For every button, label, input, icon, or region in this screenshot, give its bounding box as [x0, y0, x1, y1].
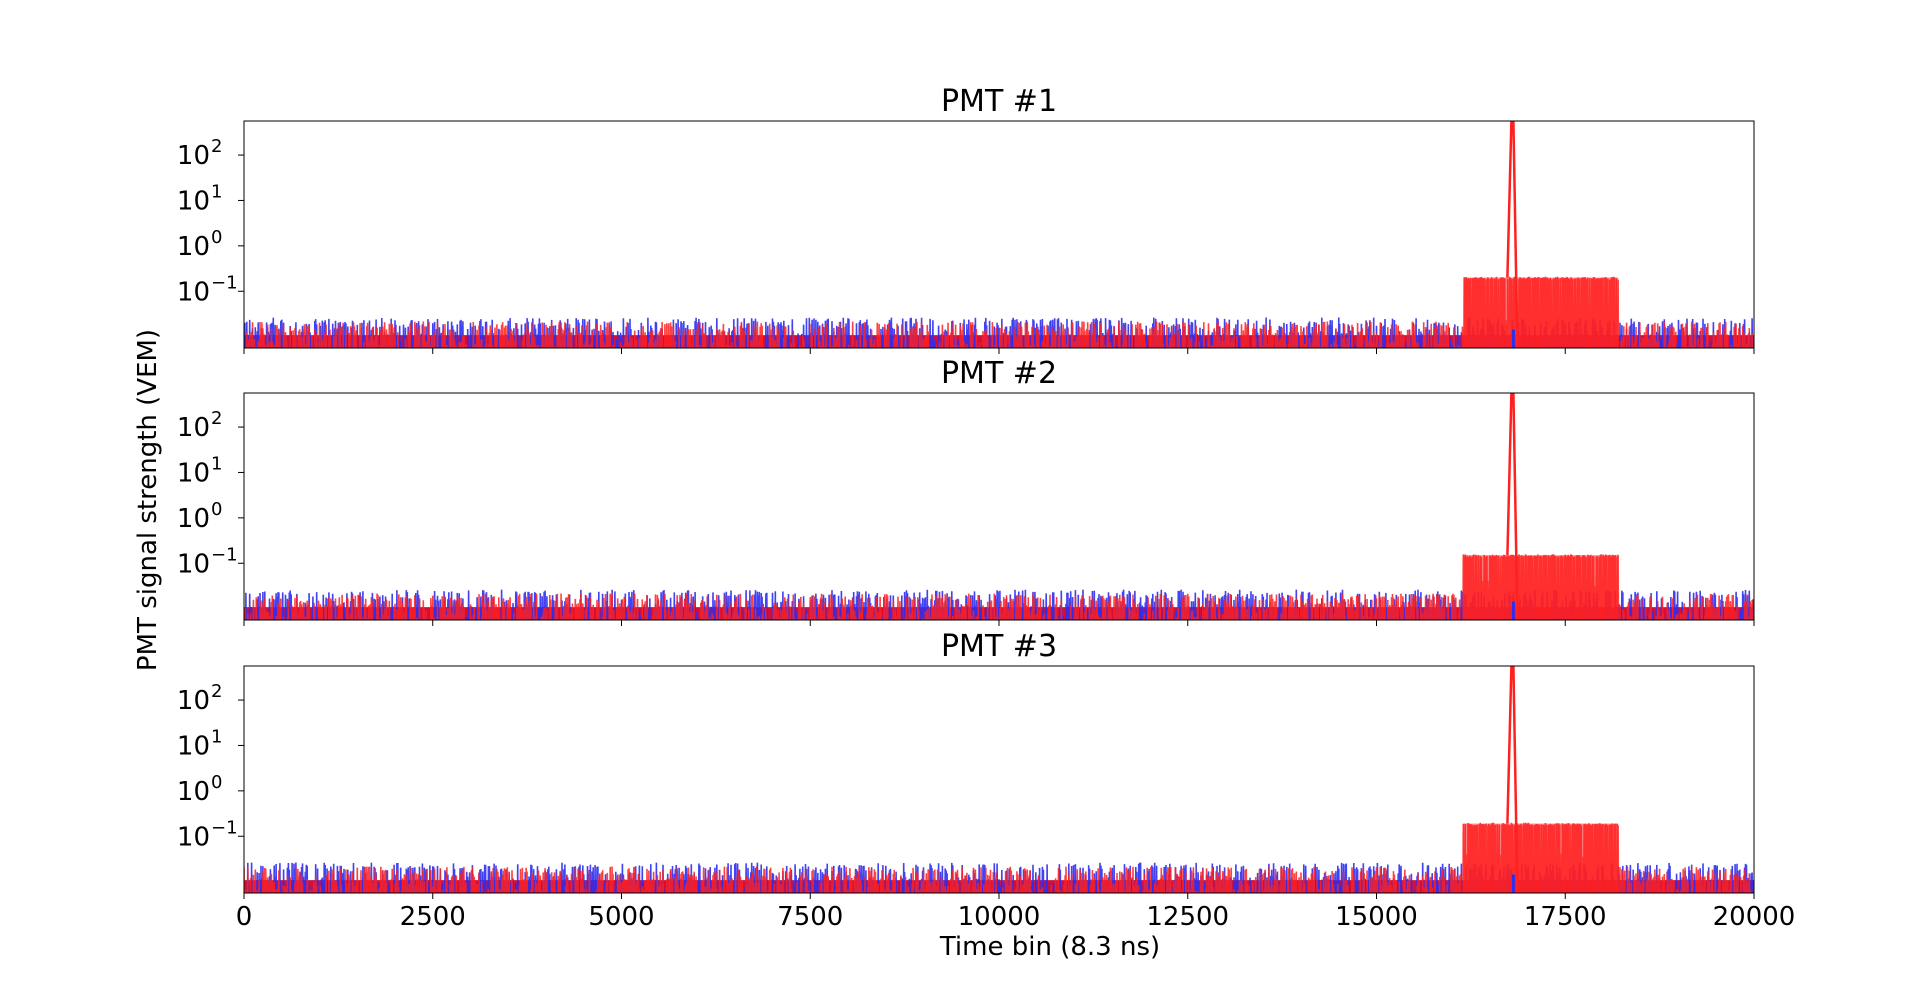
y-tick-exponent: 2: [211, 681, 222, 702]
panel-pmt-3: PMT #310 210 110 010 −10 2500 5000 7500 10000 125…: [177, 629, 1796, 932]
y-tick-exponent: 0: [211, 499, 222, 520]
y-tick-label: 10: [177, 186, 210, 216]
x-tick-label: 12500: [1146, 902, 1229, 932]
y-tick-label: 10: [177, 549, 210, 579]
y-tick-exponent: 1: [211, 453, 222, 474]
y-tick-exponent: 2: [211, 408, 222, 429]
y-tick-exponent: 2: [211, 136, 222, 157]
panel-title: PMT #2: [941, 356, 1057, 391]
signal-plateau-fill: [1463, 555, 1619, 620]
y-tick-exponent: 0: [211, 227, 222, 248]
x-tick-label: 2500: [400, 902, 466, 932]
x-tick-label: 5000: [588, 902, 654, 932]
x-tick-label: 0: [236, 902, 253, 932]
y-tick-label: 10: [177, 413, 210, 443]
y-tick-label: 10: [177, 277, 210, 307]
y-tick-exponent: −1: [211, 817, 238, 838]
signal-plateau-fill: [1463, 277, 1619, 348]
y-axis-label: PMT signal strength (VEM): [133, 329, 163, 671]
y-tick-label: 10: [177, 458, 210, 488]
y-tick-exponent: 1: [211, 181, 222, 202]
y-tick-label: 10: [177, 232, 210, 262]
panel-plot-area: [244, 121, 1754, 348]
y-tick-label: 10: [177, 504, 210, 534]
y-tick-label: 10: [177, 141, 210, 171]
y-tick-exponent: −1: [211, 544, 238, 565]
y-tick-label: 10: [177, 777, 210, 807]
x-tick-label: 7500: [777, 902, 843, 932]
y-tick-exponent: 1: [211, 726, 222, 747]
x-tick-label: 10000: [958, 902, 1041, 932]
y-tick-label: 10: [177, 686, 210, 716]
panel-title: PMT #3: [941, 629, 1057, 664]
x-tick-label: 15000: [1335, 902, 1418, 932]
x-axis-label: Time bin (8.3 ns): [939, 932, 1160, 962]
x-tick-label: 20000: [1713, 902, 1796, 932]
signal-plateau-fill: [1463, 823, 1619, 893]
y-tick-exponent: 0: [211, 772, 222, 793]
y-tick-exponent: −1: [211, 272, 238, 293]
panel-title: PMT #1: [941, 84, 1057, 119]
panel-plot-area: [244, 393, 1754, 620]
y-tick-label: 10: [177, 822, 210, 852]
y-tick-label: 10: [177, 731, 210, 761]
x-tick-label: 17500: [1524, 902, 1607, 932]
